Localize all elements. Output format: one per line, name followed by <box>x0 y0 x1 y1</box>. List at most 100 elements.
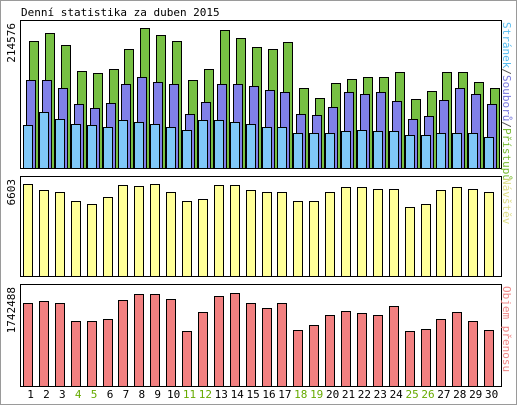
day-label: 26 <box>421 388 434 401</box>
panel-legend: Stránek/Souborů/Přístupů <box>500 22 513 181</box>
bar-top-stránek-day-11 <box>182 130 192 169</box>
day-label: 17 <box>278 388 291 401</box>
bar-bot-objem-přenosu-day-5 <box>87 321 97 387</box>
legend-entry-0: Objem přenosu <box>500 286 513 372</box>
bar-top-stránek-day-27 <box>436 133 446 169</box>
day-label: 21 <box>342 388 355 401</box>
bar-top-stránek-day-22 <box>357 130 367 169</box>
bar-top-stránek-day-25 <box>405 135 415 169</box>
chart-title: Denní statistika za duben 2015 <box>21 6 220 19</box>
bar-bot-objem-přenosu-day-2 <box>39 301 49 387</box>
legend-entry-3: / <box>500 121 513 128</box>
panel-legend: Objem přenosu <box>500 286 513 372</box>
bar-mid-návštěv-day-16 <box>262 192 272 277</box>
day-label: 4 <box>75 388 82 401</box>
bar-bot-objem-přenosu-day-12 <box>198 312 208 387</box>
bar-mid-návštěv-day-24 <box>389 189 399 277</box>
bar-bot-objem-přenosu-day-30 <box>484 330 494 387</box>
bar-top-stránek-day-18 <box>293 133 303 169</box>
bar-bot-objem-přenosu-day-28 <box>452 312 462 387</box>
bar-mid-návštěv-day-9 <box>150 184 160 277</box>
bar-top-stránek-day-2 <box>39 112 49 169</box>
panel-legend: Návštěv <box>500 178 513 225</box>
bar-bot-objem-přenosu-day-6 <box>103 319 113 387</box>
day-label: 27 <box>437 388 450 401</box>
bar-top-stránek-day-9 <box>150 124 160 169</box>
day-label: 8 <box>138 388 145 401</box>
bar-mid-návštěv-day-2 <box>39 190 49 277</box>
bar-bot-objem-přenosu-day-8 <box>134 294 144 387</box>
day-label: 18 <box>294 388 307 401</box>
day-label: 11 <box>183 388 196 401</box>
bar-mid-návštěv-day-7 <box>118 185 128 277</box>
bar-mid-návštěv-day-21 <box>341 187 351 277</box>
bar-bot-objem-přenosu-day-25 <box>405 331 415 387</box>
bar-bot-objem-přenosu-day-9 <box>150 294 160 387</box>
bar-mid-návštěv-day-28 <box>452 187 462 277</box>
bar-top-stránek-day-20 <box>325 133 335 169</box>
bar-bot-objem-přenosu-day-26 <box>421 329 431 387</box>
day-label: 3 <box>59 388 66 401</box>
day-label: 10 <box>167 388 180 401</box>
panel-mid: 6603 Návštěv <box>5 176 513 277</box>
bar-mid-návštěv-day-23 <box>373 189 383 277</box>
bar-mid-návštěv-day-1 <box>23 184 33 277</box>
bar-mid-návštěv-day-27 <box>436 190 446 277</box>
bar-mid-návštěv-day-6 <box>103 197 113 277</box>
legend-entry-4: Přístupů <box>500 128 513 181</box>
bar-mid-návštěv-day-29 <box>468 189 478 277</box>
bar-top-stránek-day-19 <box>309 133 319 169</box>
bar-bot-objem-přenosu-day-7 <box>118 300 128 387</box>
day-label: 25 <box>405 388 418 401</box>
bar-bot-objem-přenosu-day-18 <box>293 330 303 387</box>
bar-top-stránek-day-13 <box>214 120 224 169</box>
bar-bot-objem-přenosu-day-22 <box>357 313 367 387</box>
bar-bot-objem-přenosu-day-1 <box>23 303 33 387</box>
day-label: 30 <box>485 388 498 401</box>
bar-mid-návštěv-day-26 <box>421 204 431 277</box>
bar-top-stránek-day-30 <box>484 137 494 169</box>
bar-top-stránek-day-10 <box>166 127 176 169</box>
bar-bot-objem-přenosu-day-13 <box>214 296 224 387</box>
bar-top-stránek-day-28 <box>452 133 462 169</box>
panel-max-label: 214576 <box>5 23 18 63</box>
bar-bot-objem-přenosu-day-27 <box>436 319 446 387</box>
bar-bot-objem-přenosu-day-24 <box>389 306 399 387</box>
bar-mid-návštěv-day-13 <box>214 185 224 277</box>
bar-mid-návštěv-day-17 <box>277 192 287 277</box>
bar-top-stránek-day-29 <box>468 133 478 169</box>
bar-top-stránek-day-17 <box>277 127 287 169</box>
bar-bot-objem-přenosu-day-3 <box>55 303 65 387</box>
bar-top-stránek-day-8 <box>134 122 144 169</box>
bar-mid-návštěv-day-15 <box>246 190 256 277</box>
day-label: 22 <box>358 388 371 401</box>
bar-bot-objem-přenosu-day-21 <box>341 311 351 387</box>
day-label: 14 <box>231 388 245 401</box>
panel-top: 214576 Stránek/Souborů/Přístupů <box>5 20 513 181</box>
bar-top-stránek-day-21 <box>341 131 351 169</box>
panel-max-label: 1742488 <box>5 287 18 333</box>
bar-top-stránek-day-24 <box>389 131 399 169</box>
day-label: 2 <box>43 388 50 401</box>
bar-mid-návštěv-day-10 <box>166 192 176 277</box>
bar-top-stránek-day-6 <box>103 127 113 169</box>
bar-mid-návštěv-day-25 <box>405 207 415 277</box>
panel-bot: 1742488 Objem přenosu <box>5 284 513 387</box>
day-label: 1 <box>27 388 34 401</box>
bar-mid-návštěv-day-22 <box>357 187 367 277</box>
legend-entry-1: / <box>500 68 513 75</box>
day-label: 15 <box>246 388 259 401</box>
bar-top-stránek-day-5 <box>87 125 97 169</box>
bar-bot-objem-přenosu-day-17 <box>277 303 287 387</box>
legend-entry-2: Souborů <box>500 75 513 121</box>
bar-top-stránek-day-23 <box>373 131 383 169</box>
bar-mid-návštěv-day-14 <box>230 185 240 277</box>
bar-mid-návštěv-day-4 <box>71 201 81 277</box>
day-label: 24 <box>390 388 404 401</box>
bar-mid-návštěv-day-30 <box>484 192 494 277</box>
bar-top-stránek-day-26 <box>421 135 431 169</box>
day-label: 12 <box>199 388 212 401</box>
day-label: 28 <box>453 388 466 401</box>
bar-mid-návštěv-day-20 <box>325 192 335 277</box>
